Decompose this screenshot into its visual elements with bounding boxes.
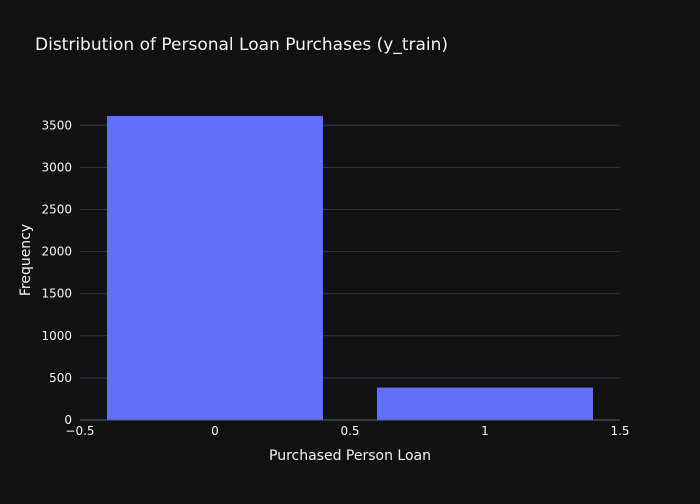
bar-0 [107,116,323,420]
x-tick-label: −0.5 [65,424,94,438]
bar-1 [377,387,593,420]
y-tick-label: 1500 [41,287,72,301]
y-tick-label: 500 [49,371,72,385]
y-tick-label: 2500 [41,202,72,216]
y-tick-label: 1000 [41,329,72,343]
x-tick-label: 0 [211,424,219,438]
x-tick-label: 1.5 [610,424,629,438]
x-tick-label: 1 [481,424,489,438]
y-tick-label: 3000 [41,160,72,174]
y-tick-label: 2000 [41,245,72,259]
x-tick-label: 0.5 [340,424,359,438]
x-axis-title: Purchased Person Loan [269,448,431,464]
y-tick-label: 0 [64,413,72,427]
y-tick-label: 3500 [41,118,72,132]
chart-title: Distribution of Personal Loan Purchases … [35,35,448,55]
y-axis-title: Frequency [18,224,34,296]
bar-layer [107,116,593,420]
